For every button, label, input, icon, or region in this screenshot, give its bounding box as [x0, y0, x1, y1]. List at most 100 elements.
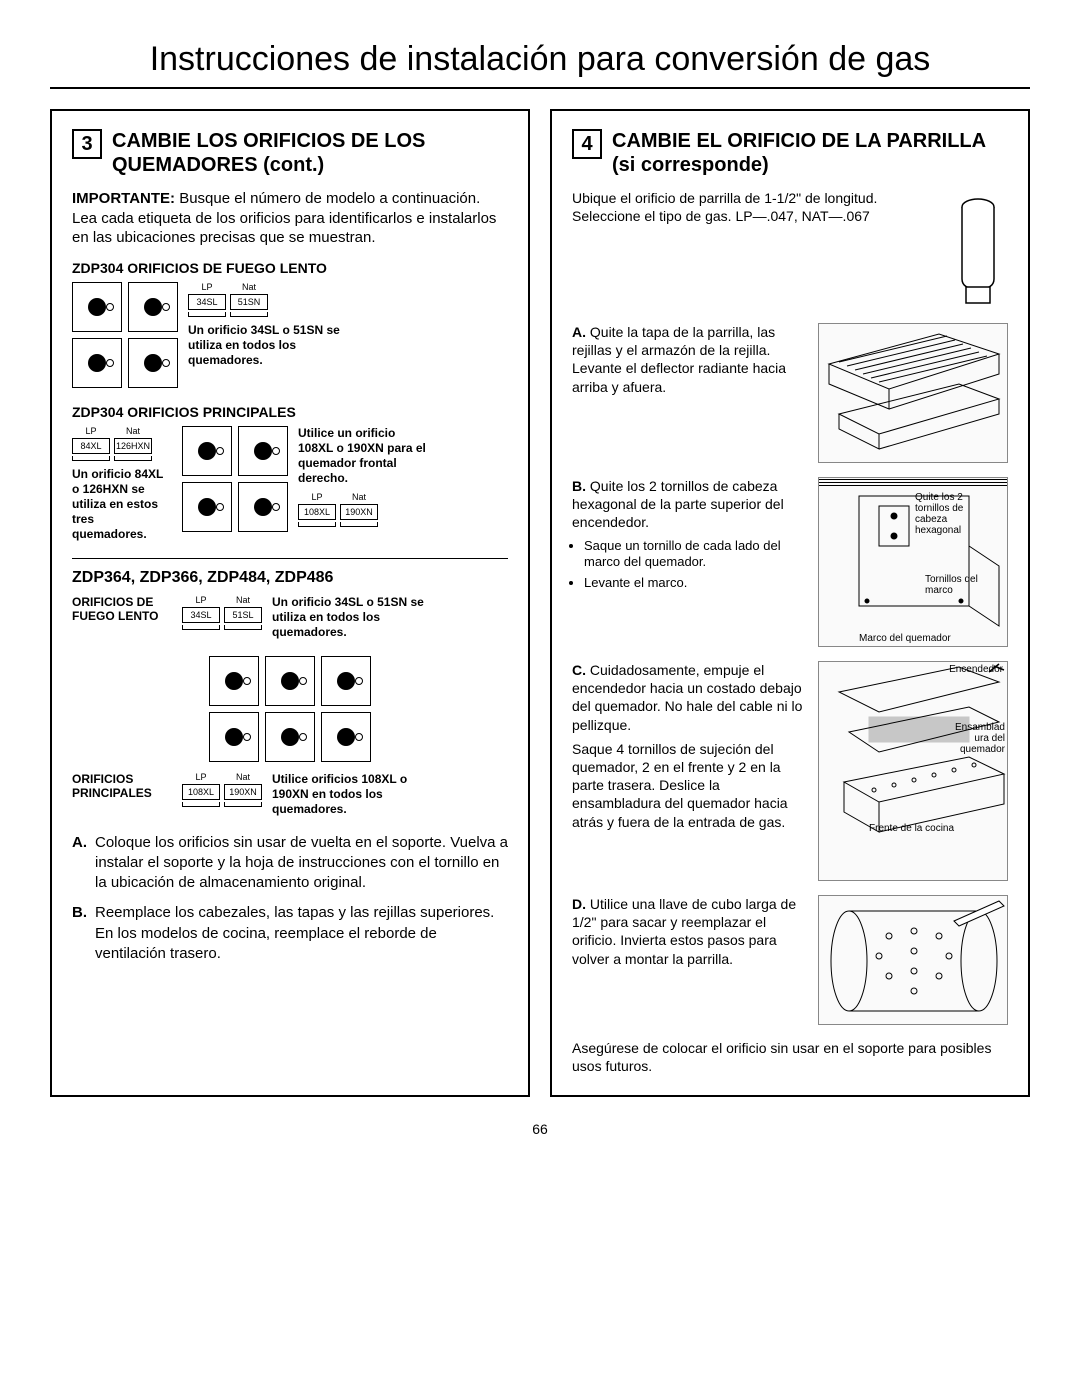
step4-b-row: B. Quite los 2 tornillos de cabeza hexag… — [572, 477, 1008, 647]
grill-lid-diagram — [818, 323, 1008, 463]
burner-cell — [238, 426, 288, 476]
lb-nat: Nat — [114, 426, 152, 436]
step4-c-row: C. Cuidadosamente, empuje el encendedor … — [572, 661, 1008, 881]
step4-c-text: C. Cuidadosamente, empuje el encendedor … — [572, 661, 806, 881]
orifice-label-box: LPNat 108XL190XN — [182, 772, 262, 807]
lb-lp-val: 84XL — [72, 438, 110, 454]
lb-nat-val: 190XN — [340, 504, 378, 520]
step-4-header: 4 CAMBIE EL ORIFICIO DE LA PARRILLA (si … — [572, 129, 1008, 177]
orifice-label-box: LP Nat 108XL190XN — [298, 492, 428, 527]
label-caption-stack: LPNat 34SL51SN Un orificio 34SL o 51SN s… — [188, 282, 358, 368]
slow-caption: Un orificio 34SL o 51SN se utiliza en to… — [272, 595, 442, 640]
zdp304-slow-diagram: LPNat 34SL51SN Un orificio 34SL o 51SN s… — [72, 282, 508, 388]
step-4-title: CAMBIE EL ORIFICIO DE LA PARRILLA (si co… — [612, 129, 1008, 177]
step-4-panel: 4 CAMBIE EL ORIFICIO DE LA PARRILLA (si … — [550, 109, 1030, 1097]
burner-cell — [72, 338, 122, 388]
burner-cell — [265, 656, 315, 706]
lb-bar — [224, 625, 262, 630]
orifice-label-box: LPNat 34SL51SN — [188, 282, 358, 317]
burner-cell — [72, 282, 122, 332]
burner-icon — [225, 728, 243, 746]
burner-cell — [209, 712, 259, 762]
step-3-header: 3 CAMBIE LOS ORIFICIOS DE LOS QUEMADORES… — [72, 129, 508, 177]
slow-orifice-label: ORIFICIOS DE FUEGO LENTO — [72, 595, 172, 624]
zdp304-main-right-caption: Utilice un orificio 108XL o 190XN para e… — [298, 426, 428, 486]
b-bullets: Saque un tornillo de cada lado del marco… — [572, 538, 806, 593]
burner-icon — [198, 442, 216, 460]
burner-grid-6 — [209, 656, 371, 762]
main-caption: Utilice orificios 108XL o 190XN en todos… — [272, 772, 442, 817]
c-body2: Saque 4 tornillos de sujeción del quemad… — [572, 741, 788, 830]
step4-intro-row: Ubique el orificio de parrilla de 1-1/2"… — [572, 189, 1008, 309]
step-4-number: 4 — [572, 129, 602, 159]
content-columns: 3 CAMBIE LOS ORIFICIOS DE LOS QUEMADORES… — [50, 109, 1030, 1097]
right-label-stack: Utilice un orificio 108XL o 190XN para e… — [298, 426, 428, 527]
lb-lp-val: 34SL — [182, 607, 220, 623]
d-body: Utilice una llave de cubo larga de 1/2" … — [572, 896, 796, 967]
step-3-number: 3 — [72, 129, 102, 159]
step4-b-text: B. Quite los 2 tornillos de cabeza hexag… — [572, 477, 806, 647]
letter-a: A. — [572, 324, 586, 340]
burner-cell — [182, 482, 232, 532]
lb-lp: LP — [72, 426, 110, 436]
lb-lp: LP — [188, 282, 226, 292]
burner-icon — [337, 672, 355, 690]
step4-intro: Ubique el orificio de parrilla de 1-1/2"… — [572, 189, 936, 309]
hex-screws-label: Quite los 2 tornillos de cabeza hexagona… — [915, 492, 995, 536]
burner-icon — [281, 672, 299, 690]
zdp304-main-diagram: LP Nat 84XL126HXN Un orificio 84XL o 126H… — [72, 426, 508, 542]
lb-lp: LP — [298, 492, 336, 502]
step4-d-text2: Asegúrese de colocar el orificio sin usa… — [572, 1039, 1008, 1075]
lb-bar — [340, 522, 378, 527]
title-rule — [50, 87, 1030, 89]
step3-item-b: B. Reemplace los cabezales, las tapas y … — [72, 903, 508, 964]
b-bullet: Levante el marco. — [584, 575, 806, 592]
main-orifice-row: ORIFICIOS PRINCIPALES LPNat 108XL190XN U… — [72, 772, 508, 817]
lb-bar — [182, 802, 220, 807]
step-3-title: CAMBIE LOS ORIFICIOS DE LOS QUEMADORES (… — [112, 129, 508, 177]
item-text: Coloque los orificios sin usar de vuelta… — [95, 833, 508, 894]
item-text: Reemplace los cabezales, las tapas y las… — [95, 903, 508, 964]
burner-icon — [88, 298, 106, 316]
orifice-illustration — [948, 189, 1008, 309]
lb-nat-val: 190XN — [224, 784, 262, 800]
page-title: Instrucciones de instalación para conver… — [50, 40, 1030, 79]
igniter-diagram: Quite los 2 tornillos de cabeza hexagona… — [818, 477, 1008, 647]
lb-nat-val: 51SL — [224, 607, 262, 623]
assembly-label: Ensamblad ura del quemador — [945, 722, 1005, 755]
zdp304-main-left-caption: Un orificio 84XL o 126HXN se utiliza en … — [72, 467, 172, 542]
lb-bar — [114, 456, 152, 461]
a-body: Quite la tapa de la parrilla, las rejill… — [572, 324, 786, 395]
zdp304-main-heading: ZDP304 ORIFICIOS PRINCIPALES — [72, 404, 508, 420]
frame-screws-label: Tornillos del marco — [925, 574, 1005, 596]
step4-a-row: A. Quite la tapa de la parrilla, las rej… — [572, 323, 1008, 463]
front-label: Frente de la cocina — [869, 823, 954, 834]
lb-lp-val: 108XL — [298, 504, 336, 520]
lb-bar — [188, 312, 226, 317]
zdp304-slow-caption: Un orificio 34SL o 51SN se utiliza en to… — [188, 323, 358, 368]
burner-icon — [254, 442, 272, 460]
burner-cell — [321, 712, 371, 762]
step4-a-text: A. Quite la tapa de la parrilla, las rej… — [572, 323, 806, 463]
left-label-stack: LP Nat 84XL126HXN Un orificio 84XL o 126H… — [72, 426, 172, 542]
lb-nat: Nat — [224, 595, 262, 605]
lb-nat-val: 126HXN — [114, 438, 152, 454]
lb-bar — [230, 312, 268, 317]
lb-bar — [182, 625, 220, 630]
lb-bar — [72, 456, 110, 461]
step4-d-row: D. Utilice una llave de cubo larga de 1/… — [572, 895, 1008, 1025]
models-heading: ZDP364, ZDP366, ZDP484, ZDP486 — [72, 569, 508, 587]
letter-b: B. — [572, 478, 586, 494]
step3-item-a: A. Coloque los orificios sin usar de vue… — [72, 833, 508, 894]
lb-nat: Nat — [340, 492, 378, 502]
burner-cell — [209, 656, 259, 706]
zdp304-slow-heading: ZDP304 ORIFICIOS DE FUEGO LENTO — [72, 260, 508, 276]
burner-cell — [238, 482, 288, 532]
burner-cell — [182, 426, 232, 476]
lb-bar — [224, 802, 262, 807]
lb-nat-val: 51SN — [230, 294, 268, 310]
burner-cell — [128, 338, 178, 388]
burner-icon — [254, 498, 272, 516]
wrench-diagram — [818, 895, 1008, 1025]
burner-grid — [182, 426, 288, 532]
